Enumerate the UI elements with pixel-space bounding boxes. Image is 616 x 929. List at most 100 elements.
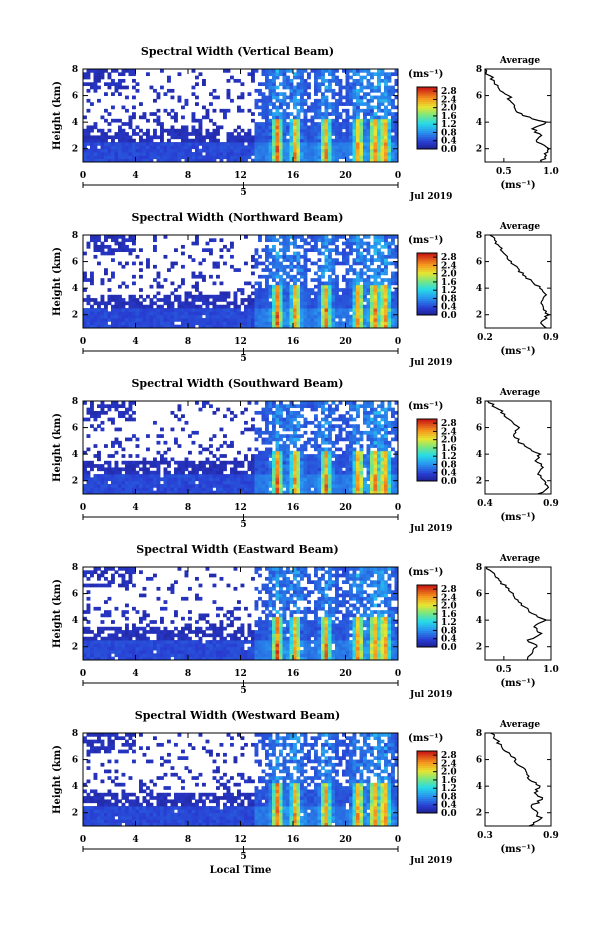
heatmap-cell (377, 301, 381, 306)
heatmap-cell (86, 643, 91, 648)
heatmap-cell (338, 288, 343, 292)
heatmap-cell (377, 82, 381, 87)
heatmap-cell (342, 470, 346, 475)
heatmap-cell (342, 464, 346, 468)
heatmap-cell (275, 447, 280, 452)
heatmap-cell (296, 301, 301, 306)
heatmap-cell (296, 450, 301, 455)
heatmap-cell (335, 75, 339, 80)
heatmap-cell (293, 311, 297, 316)
heatmap-cell (335, 281, 339, 286)
heatmap-cell (380, 135, 385, 140)
heatmap-cell (324, 122, 329, 126)
heatmap-cell (156, 474, 161, 478)
heatmap-cell (177, 477, 182, 482)
heatmap-cell (352, 467, 357, 472)
heatmap-cell (83, 251, 87, 256)
heatmap-cell (370, 401, 374, 405)
heatmap-cell (237, 311, 241, 316)
heatmap-cell (86, 596, 91, 601)
heatmap-cell (349, 284, 353, 289)
heatmap-cell (107, 404, 112, 409)
heatmap-cell (86, 460, 91, 465)
heatmap-cell (170, 304, 175, 309)
heatmap-cell (244, 420, 248, 425)
heatmap-cell (237, 105, 241, 110)
heatmap-cell (237, 308, 241, 312)
heatmap-cell (394, 450, 399, 455)
heatmap-cell (310, 467, 315, 472)
heatmap-cell (275, 271, 280, 276)
heatmap-cell (125, 407, 129, 412)
heatmap-cell (114, 460, 119, 465)
heatmap-cell (317, 490, 322, 495)
heatmap-cell (191, 430, 196, 435)
heatmap-cell (370, 324, 374, 329)
heatmap-cell (314, 304, 318, 309)
heatmap-cell (205, 115, 210, 120)
heatmap-cell (209, 480, 213, 485)
heatmap-cell (363, 138, 367, 143)
heatmap-cell (104, 314, 108, 319)
heatmap-cell (321, 235, 325, 239)
heatmap-cell (198, 474, 203, 478)
heatmap-cell (373, 477, 378, 482)
heatmap-cell (191, 467, 196, 472)
heatmap-cell (212, 132, 217, 136)
heatmap-cell (156, 298, 161, 302)
heatmap-cell (303, 251, 308, 256)
heatmap-cell (356, 244, 360, 249)
heatmap-cell (307, 108, 311, 113)
profile-y-tick-label: 2 (476, 477, 482, 487)
heatmap-cell (107, 142, 112, 146)
heatmap-cell (156, 450, 161, 455)
heatmap-cell (240, 148, 245, 153)
heatmap-cell (195, 484, 199, 488)
heatmap-cell (265, 132, 269, 136)
heatmap-cell (300, 457, 304, 462)
heatmap-cell (104, 480, 108, 485)
heatmap-cell (303, 288, 308, 292)
heatmap-cell (254, 410, 259, 415)
heatmap-cell (226, 135, 231, 140)
heatmap-cell (345, 450, 350, 455)
heatmap-cell (268, 132, 273, 136)
heatmap-cell (321, 288, 325, 292)
heatmap-cell (391, 254, 395, 259)
heatmap-cell (303, 324, 308, 329)
heatmap-cell (202, 158, 206, 163)
heatmap-cell (324, 241, 329, 246)
heatmap-cell (240, 82, 245, 87)
heatmap-cell (296, 420, 301, 425)
heatmap-cell (317, 311, 322, 316)
heatmap-cell (359, 108, 364, 113)
heatmap-cell (303, 88, 308, 93)
heatmap-cell (321, 125, 325, 130)
date-label: Jul 2019 (409, 524, 452, 534)
heatmap-cell (261, 152, 266, 156)
heatmap-cell (317, 447, 322, 452)
heatmap-cell (209, 248, 213, 253)
heatmap-cell (251, 318, 255, 322)
heatmap-cell (366, 118, 371, 123)
heatmap-cell (296, 424, 301, 428)
heatmap-cell (132, 281, 136, 286)
heatmap-cell (282, 145, 287, 150)
heatmap-cell (240, 288, 245, 292)
heatmap-cell (216, 464, 220, 468)
heatmap-cell (268, 467, 273, 472)
heatmap-cell (377, 115, 381, 120)
heatmap-cell (314, 447, 318, 452)
heatmap-cell (104, 404, 108, 409)
heatmap-cell (125, 311, 129, 316)
heatmap-cell (118, 294, 122, 299)
heatmap-cell (324, 414, 329, 419)
heatmap-cell (265, 251, 269, 256)
heatmap-cell (310, 311, 315, 316)
heatmap-cell (349, 424, 353, 428)
heatmap-cell (349, 407, 353, 412)
heatmap-cell (324, 490, 329, 495)
heatmap-cell (233, 291, 238, 296)
heatmap-cell (384, 258, 388, 262)
heatmap-cell (370, 152, 374, 156)
